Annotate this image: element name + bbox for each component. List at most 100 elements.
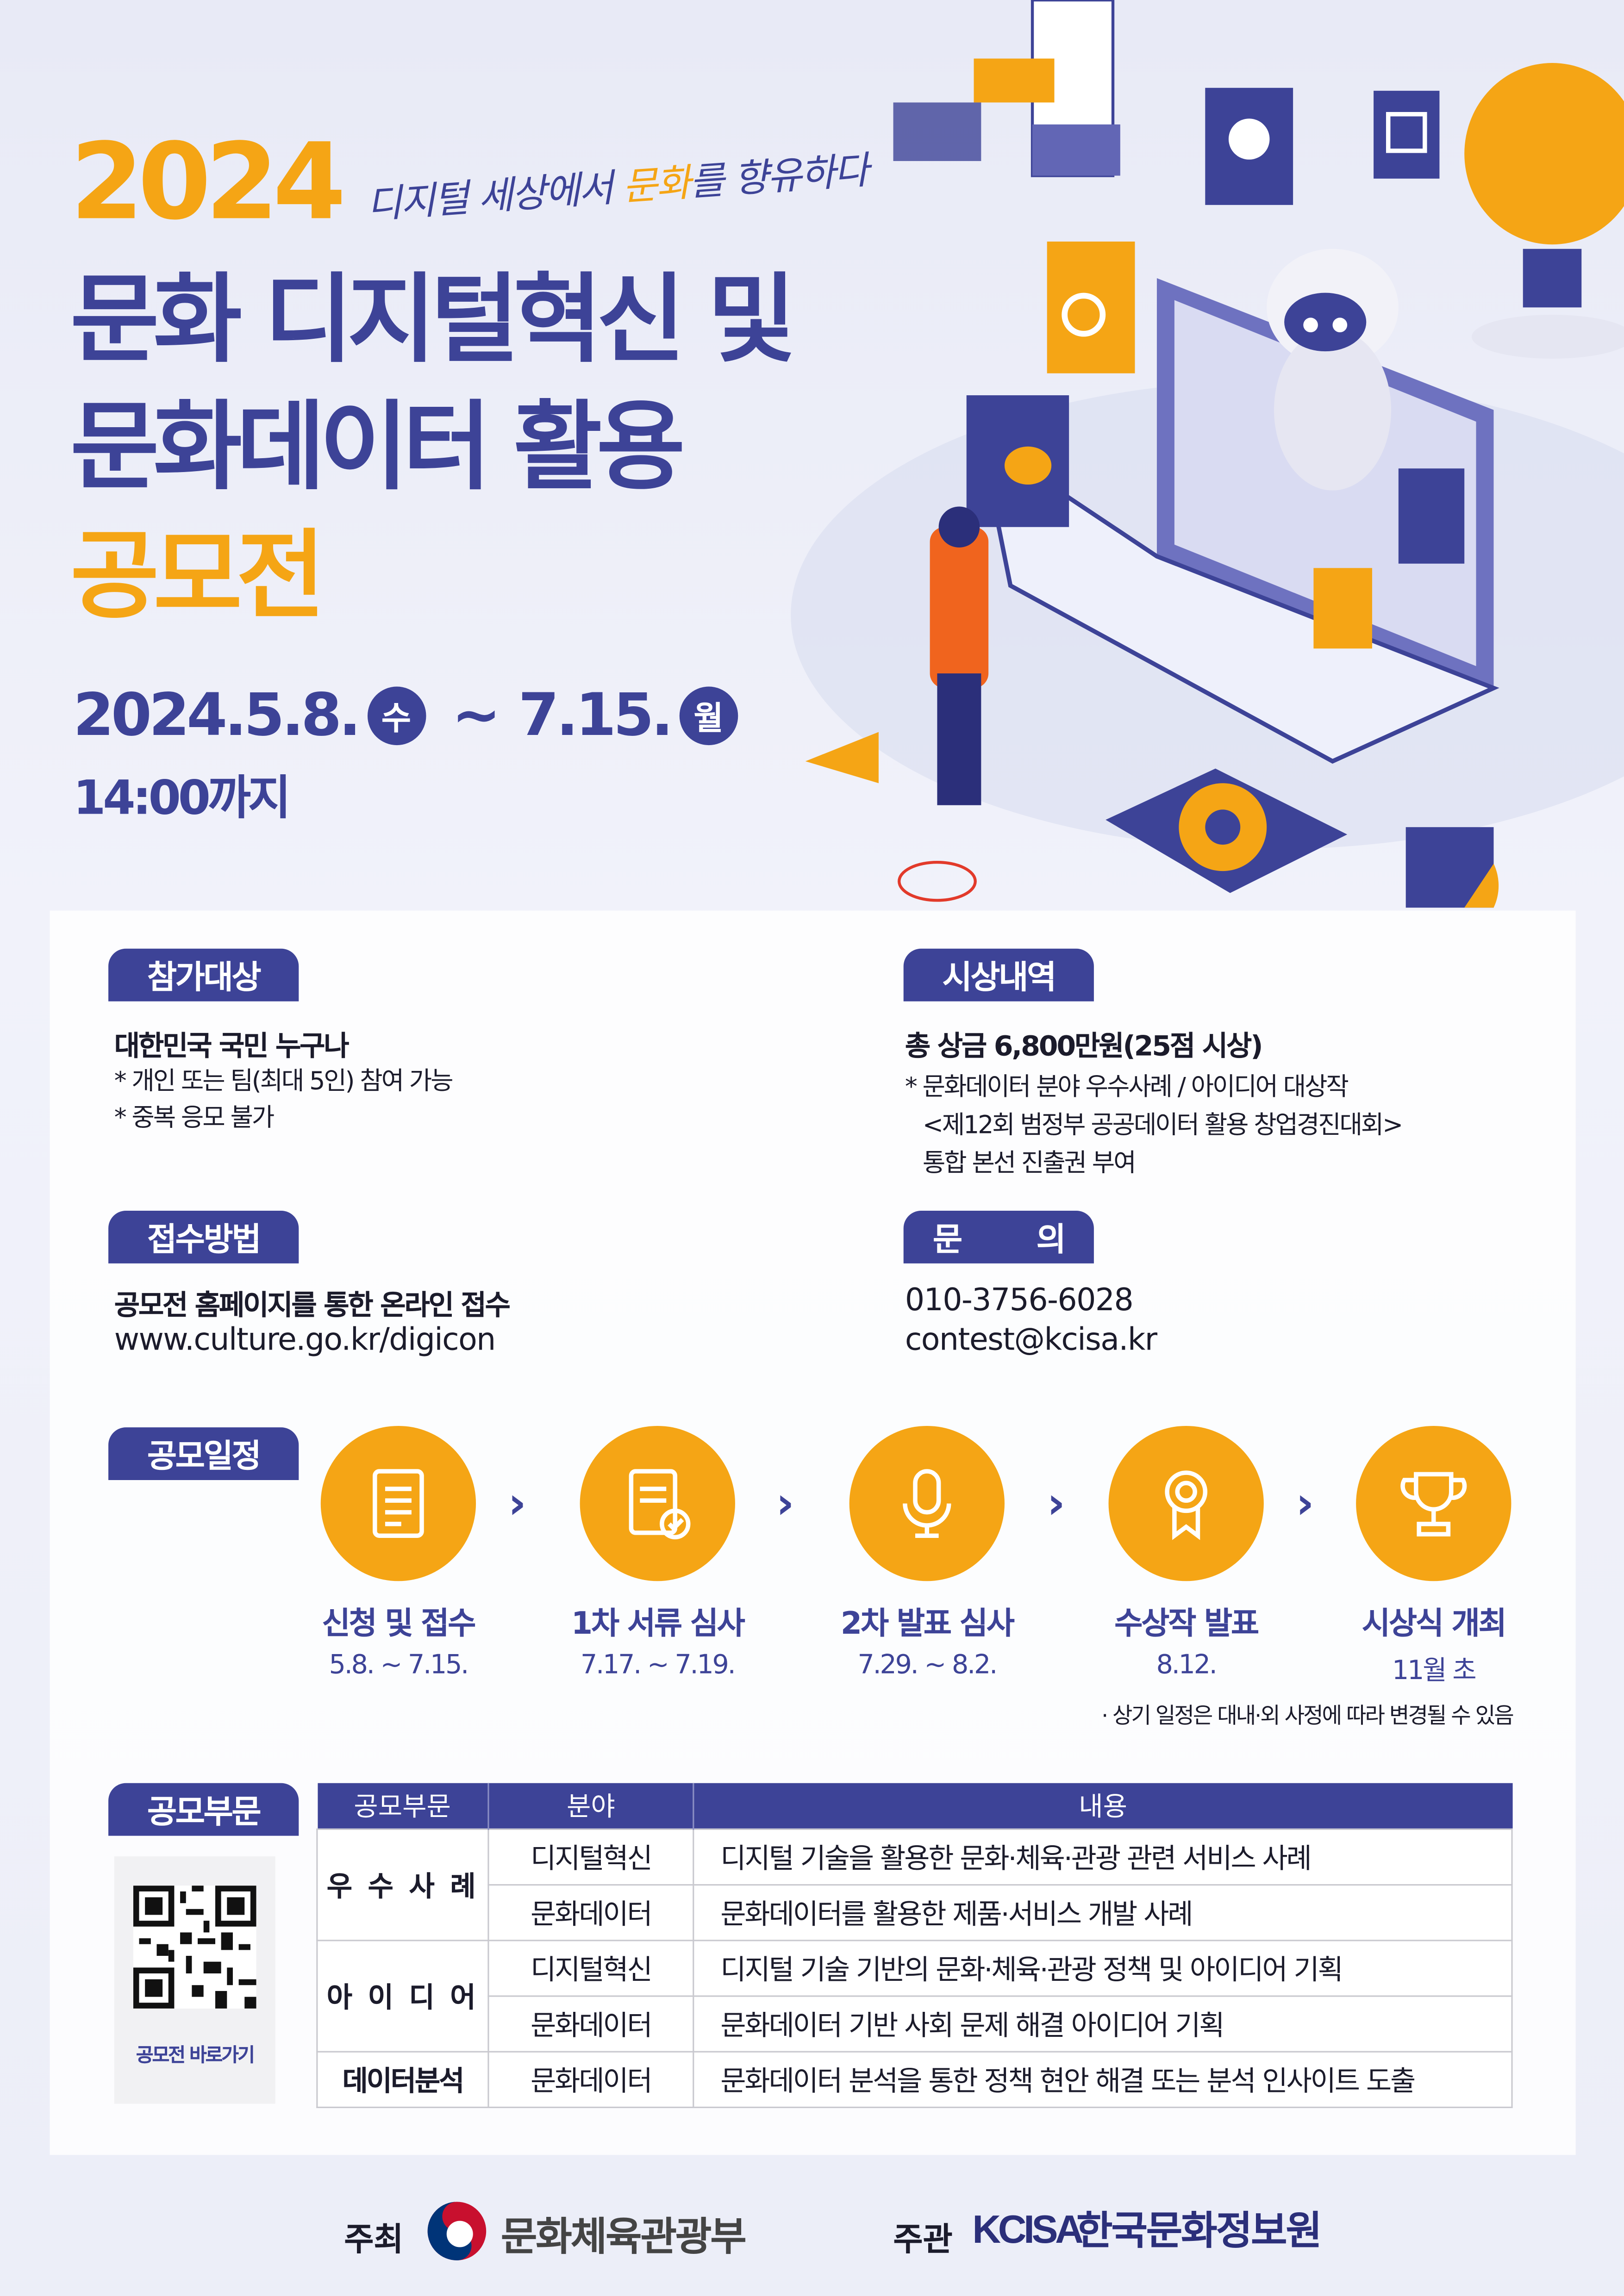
submission-url-link[interactable]: www.culture.go.kr/digicon [114,1322,496,1357]
slogan-pre: 디지털 세상에서 [365,166,625,229]
table-header: 내용 [693,1783,1512,1829]
field-cell: 문화데이터 [487,1994,694,2052]
inquiry-phone: 010-3756-6028 [905,1282,1134,1318]
field-cell: 문화데이터 [487,1883,694,1941]
music-card-icon [1313,568,1372,649]
schedule-step-label: 1차 서류 심사 [571,1606,745,1641]
inquiry-tag-left: 문 [932,1222,962,1259]
table-row: 문화데이터 문화데이터를 활용한 제품·서비스 개발 사례 [317,1883,1513,1941]
desc-cell: 디지털 기술을 활용한 문화·체육·관광 관련 서비스 사례 [693,1828,1513,1885]
weekday-badge-end: 월 [679,686,738,746]
pie-chart-icon [1405,827,1499,908]
schedule-step-5-circle [1356,1425,1512,1581]
server-stack-icon [893,0,1120,177]
field-cell: 디지털혁신 [487,1939,694,1997]
eligibility-headline: 대한민국 국민 누구나 [114,1030,350,1063]
schedule-step-1-circle [320,1425,476,1581]
deadline-time: 14:00까지 [73,770,291,826]
organizer-label: 주관 [893,2222,953,2259]
category-cell: 데이터분석 [316,2050,489,2108]
schedule-step-4-circle [1108,1425,1264,1581]
awards-tag: 시상내역 [903,948,1094,1002]
awards-note: <제12회 범정부 공공데이터 활용 창업경진대회> [922,1111,1403,1141]
weekday-badge-start: 수 [367,686,426,746]
desc-cell: 디지털 기술 기반의 문화·체육·관광 정책 및 아이디어 기획 [693,1939,1513,1997]
qr-shortcut[interactable]: 공모전 바로가기 [114,1856,275,2104]
table-row: 데이터분석 문화데이터 문화데이터 분석을 통한 정책 현안 해결 또는 분석 … [316,2050,1513,2108]
checklist-icon [629,1469,691,1540]
table-header: 공모부문 [317,1783,488,1829]
slogan-highlight: 문화 [621,162,691,211]
schedule-step-label: 2차 발표 심사 [840,1606,1015,1641]
gear-icon [1106,768,1348,893]
taegeuk-logo-icon [427,2202,487,2260]
table-row: 아 이 디 어 디지털혁신 디지털 기술 기반의 문화·체육·관광 정책 및 아… [316,1939,1513,2052]
title-line-2: 문화데이터 활용 [70,391,686,504]
inquiry-email-link[interactable]: contest@kcisa.kr [905,1322,1157,1357]
digital-innovation-illustration [791,0,1624,908]
title-line-3: 공모전 [70,519,325,633]
eligibility-note: * 개인 또는 팀(최대 5인) 참여 가능 [114,1067,454,1097]
desc-cell: 문화데이터 분석을 통한 정책 현안 해결 또는 분석 인사이트 도출 [693,2050,1513,2108]
award-ribbon-icon [1165,1470,1208,1540]
field-cell: 디지털혁신 [487,1828,694,1885]
image-card-icon [1374,91,1440,179]
desc-cell: 문화데이터를 활용한 제품·서비스 개발 사례 [693,1883,1513,1941]
organizer-org: 한국문화정보원 [1076,2209,1322,2255]
lightbulb-icon [1464,63,1624,359]
contest-period: 2024.5.8. 수 ~ 7.15. 월 [73,682,743,750]
schedule-step-date: 7.17. ~ 7.19. [581,1649,736,1681]
robot-icon [1267,249,1399,491]
microphone-icon [903,1469,951,1538]
table-header: 분야 [487,1783,693,1829]
chevron-right-icon: › [1047,1478,1065,1530]
eligibility-tag: 참가대상 [108,948,299,1002]
awards-note: * 문화데이터 분야 우수사례 / 아이디어 대상작 [905,1073,1349,1102]
chevron-right-icon: › [1296,1478,1314,1530]
submission-tag: 접수방법 [108,1210,299,1263]
schedule-step-date: 11월 초 [1392,1655,1477,1687]
table-row: 문화데이터 문화데이터 기반 사회 문제 해결 아이디어 기획 [317,1994,1513,2052]
schedule-step-label: 시상식 개최 [1362,1606,1507,1641]
date-separator: ~ [434,682,516,750]
schedule-step-3-circle [849,1425,1005,1581]
qr-label: 공모전 바로가기 [136,2045,255,2067]
field-cell: 문화데이터 [487,2050,694,2108]
category-cell: 아 이 디 어 [316,1939,489,2052]
eligibility-note: * 중복 응모 불가 [114,1104,275,1133]
schedule-step-date: 7.29. ~ 8.2. [857,1649,998,1681]
table-row: 우 수 사 례 디지털혁신 디지털 기술을 활용한 문화·체육·관광 관련 서비… [316,1828,1513,1941]
schedule-step-date: 5.8. ~ 7.15. [329,1649,469,1681]
schedule-step-label: 신청 및 접수 [322,1606,476,1641]
schedule-step-label: 수상작 발표 [1114,1606,1259,1641]
host-label: 주최 [344,2222,404,2259]
trophy-icon [1400,1472,1467,1537]
schedule-tag: 공모일정 [108,1427,299,1480]
kcisa-logo: KCISA [972,2208,1083,2252]
host-org: 문화체육관광부 [500,2215,747,2260]
person-figure [930,506,989,805]
qr-code-icon[interactable] [133,1885,256,2009]
date-start: 2024.5.8. [73,682,361,750]
table-header-row: 공모부문 분야 내용 [317,1783,1512,1829]
inquiry-tag-right: 의 [1036,1222,1066,1259]
video-card-icon [1398,468,1465,564]
desc-cell: 문화데이터 기반 사회 문제 해결 아이디어 기획 [693,1994,1513,2052]
event-year: 2024 [70,120,346,243]
categories-tag: 공모부문 [108,1783,299,1836]
profile-card-icon [1205,87,1293,205]
schedule-note: · 상기 일정은 대내·외 사정에 따라 변경될 수 있음 [1101,1702,1514,1729]
schedule-step-date: 8.12. [1156,1649,1218,1681]
document-icon [373,1469,424,1538]
title-line-1: 문화 디지털혁신 및 [70,263,796,376]
submission-headline: 공모전 홈페이지를 통한 온라인 접수 [114,1289,511,1322]
category-cell: 우 수 사 례 [316,1828,489,1941]
schedule-step-2-circle [580,1425,735,1581]
chevron-right-icon: › [776,1478,794,1530]
awards-note: 통합 본선 진출권 부여 [922,1149,1137,1179]
chevron-right-icon: › [508,1478,526,1530]
chat-card-icon [966,395,1069,527]
awards-headline: 총 상금 6,800만원(25점 시상) [905,1030,1263,1063]
